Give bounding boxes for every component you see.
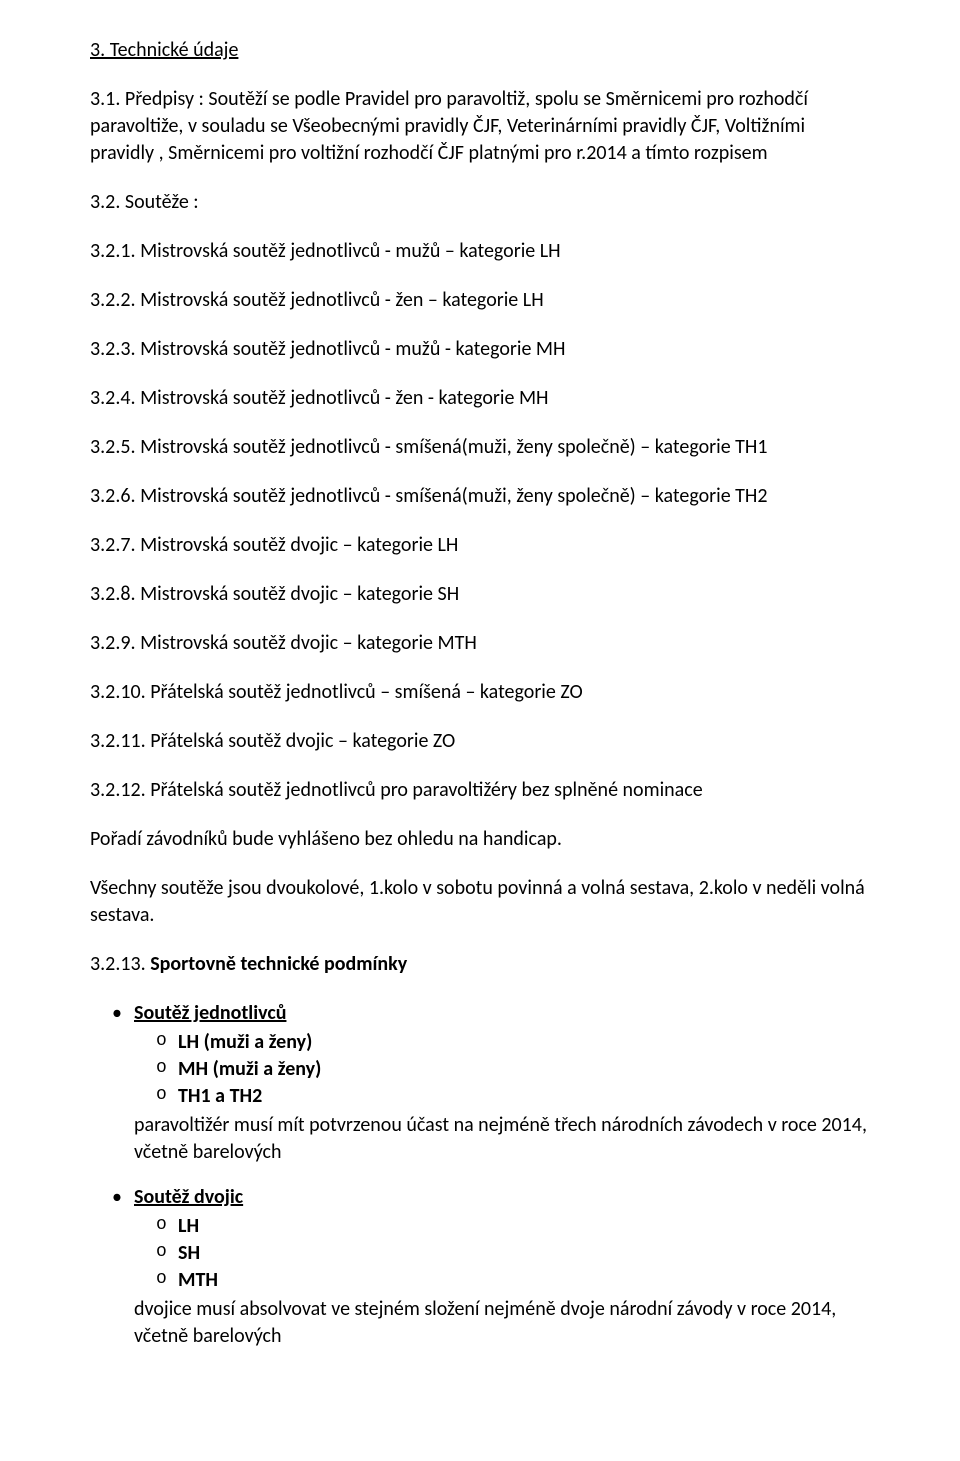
sub-item-label: LH xyxy=(178,1214,199,1238)
sub-item-label: SH xyxy=(178,1241,200,1265)
bullet-list: Soutěž jednotlivců LH (muži a ženy) MH (… xyxy=(90,1000,870,1166)
heading-stp-prefix: 3.2.13. xyxy=(90,952,150,976)
list-item: 3.2.3. Mistrovská soutěž jednotlivců - m… xyxy=(90,336,870,363)
sub-item-label: MH (muži a ženy) xyxy=(178,1057,321,1081)
list-item: 3.2.2. Mistrovská soutěž jednotlivců - ž… xyxy=(90,287,870,314)
paragraph-souteze-label: 3.2. Soutěže : xyxy=(90,189,870,216)
section-heading: 3. Technické údaje xyxy=(90,36,870,64)
list-item: 3.2.7. Mistrovská soutěž dvojic – katego… xyxy=(90,532,870,559)
sub-item-label: MTH xyxy=(178,1268,218,1292)
bullet-trail: dvojice musí absolvovat ve stejném slože… xyxy=(134,1296,870,1350)
sub-item-label: TH1 a TH2 xyxy=(178,1084,262,1108)
sub-item-label: LH (muži a ženy) xyxy=(178,1030,312,1054)
sub-item: LH xyxy=(134,1213,870,1240)
list-item: 3.2.12. Přátelská soutěž jednotlivců pro… xyxy=(90,777,870,804)
list-item: 3.2.1. Mistrovská soutěž jednotlivců - m… xyxy=(90,238,870,265)
sub-item: TH1 a TH2 xyxy=(134,1083,870,1110)
sub-item: MTH xyxy=(134,1267,870,1294)
bullet-trail: paravoltižér musí mít potvrzenou účast n… xyxy=(134,1112,870,1166)
bullet-title: Soutěž dvojic xyxy=(134,1185,243,1209)
bullet-list: Soutěž dvojic LH SH MTH dvojice musí abs… xyxy=(90,1184,870,1350)
document-page: 3. Technické údaje 3.1. Předpisy : Soutě… xyxy=(0,0,960,1461)
sub-item: MH (muži a ženy) xyxy=(134,1056,870,1083)
sub-list: LH (muži a ženy) MH (muži a ženy) TH1 a … xyxy=(134,1029,870,1110)
list-item: 3.2.10. Přátelská soutěž jednotlivců – s… xyxy=(90,679,870,706)
list-item: 3.2.11. Přátelská soutěž dvojic – katego… xyxy=(90,728,870,755)
paragraph-poradi: Pořadí závodníků bude vyhlášeno bez ohle… xyxy=(90,826,870,853)
paragraph-intro: 3.1. Předpisy : Soutěží se podle Pravide… xyxy=(90,86,870,167)
bullet-title: Soutěž jednotlivců xyxy=(134,1001,286,1025)
heading-stp: 3.2.13. Sportovně technické podmínky xyxy=(90,951,870,978)
list-item: 3.2.5. Mistrovská soutěž jednotlivců - s… xyxy=(90,434,870,461)
heading-stp-bold: Sportovně technické podmínky xyxy=(150,952,407,976)
list-item: 3.2.4. Mistrovská soutěž jednotlivců - ž… xyxy=(90,385,870,412)
list-item: 3.2.6. Mistrovská soutěž jednotlivců - s… xyxy=(90,483,870,510)
paragraph-vsechny: Všechny soutěže jsou dvoukolové, 1.kolo … xyxy=(90,875,870,929)
list-item: 3.2.8. Mistrovská soutěž dvojic – katego… xyxy=(90,581,870,608)
bullet-jednotlivcu: Soutěž jednotlivců LH (muži a ženy) MH (… xyxy=(90,1000,870,1166)
bullet-dvojic: Soutěž dvojic LH SH MTH dvojice musí abs… xyxy=(90,1184,870,1350)
list-item: 3.2.9. Mistrovská soutěž dvojic – katego… xyxy=(90,630,870,657)
sub-item: LH (muži a ženy) xyxy=(134,1029,870,1056)
sub-item: SH xyxy=(134,1240,870,1267)
sub-list: LH SH MTH xyxy=(134,1213,870,1294)
